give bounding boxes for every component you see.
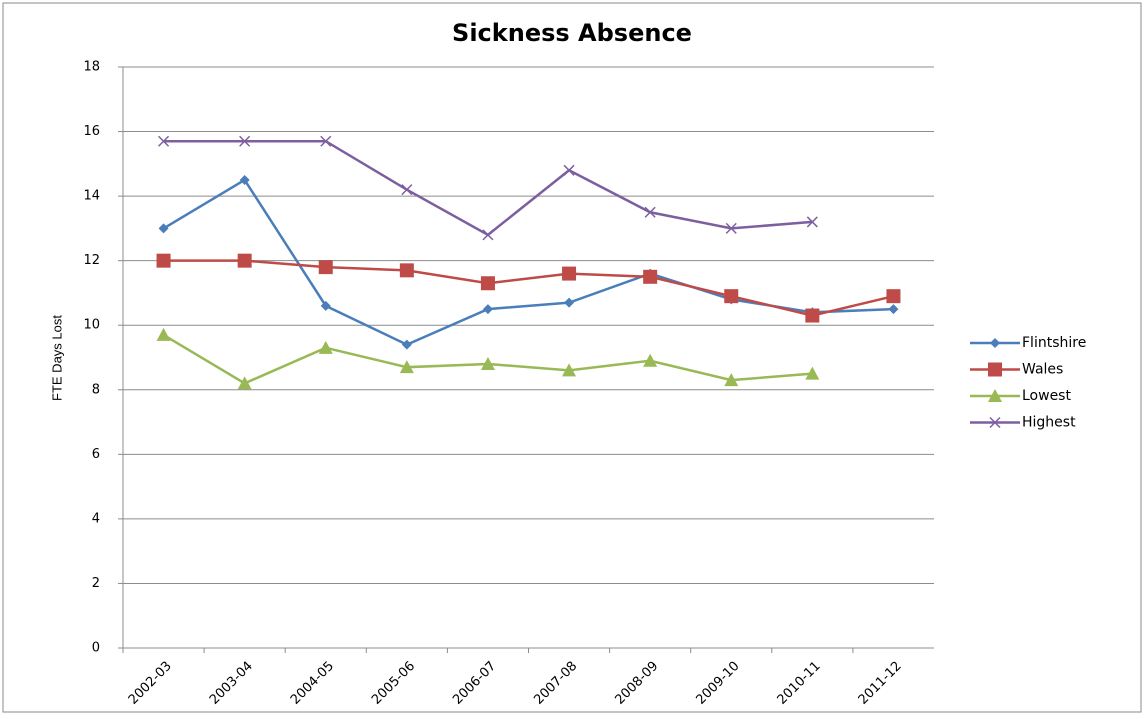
y-tick-label: 18 <box>83 60 100 75</box>
legend-label: Flintshire <box>1022 335 1086 351</box>
data-point <box>805 366 820 380</box>
y-tick-label: 4 <box>92 511 100 526</box>
data-point <box>480 356 495 370</box>
y-tick-label: 10 <box>83 318 100 333</box>
data-point <box>644 206 656 218</box>
data-point <box>239 174 250 185</box>
y-tick-label: 14 <box>83 189 100 204</box>
data-point <box>237 376 252 390</box>
y-tick-label: 2 <box>92 576 100 591</box>
data-point <box>156 327 171 341</box>
data-point <box>158 135 170 147</box>
data-point <box>562 363 577 377</box>
data-point <box>564 297 575 308</box>
y-tick-label: 12 <box>83 253 100 268</box>
data-point <box>563 164 575 176</box>
data-point <box>643 353 658 367</box>
data-point <box>237 253 252 268</box>
data-point <box>725 222 737 234</box>
data-point <box>158 223 169 234</box>
data-point <box>482 304 493 315</box>
legend-marker <box>990 338 1000 348</box>
y-axis-label: FTE Days Lost <box>49 315 64 401</box>
data-point <box>480 276 495 291</box>
data-point <box>318 260 333 275</box>
chart-title: Sickness Absence <box>452 19 692 47</box>
series-line <box>163 259 894 317</box>
data-point <box>888 304 899 315</box>
data-point <box>401 184 413 196</box>
data-point <box>399 360 414 374</box>
data-point <box>643 269 658 284</box>
legend-label: Wales <box>1022 362 1063 378</box>
legend-label: Lowest <box>1022 388 1071 404</box>
data-point <box>724 289 739 304</box>
data-point <box>806 216 818 228</box>
data-point <box>805 308 820 323</box>
legend-marker <box>988 389 1002 402</box>
data-point <box>399 263 414 278</box>
data-point <box>318 340 333 354</box>
legend-marker <box>989 416 1001 429</box>
data-point <box>320 135 332 147</box>
data-point <box>401 339 412 350</box>
data-point <box>482 229 494 241</box>
data-point <box>886 289 901 304</box>
legend-marker <box>988 362 1002 377</box>
legend-label: Highest <box>1022 415 1076 431</box>
data-point <box>239 135 251 147</box>
data-point <box>156 253 171 268</box>
y-tick-label: 16 <box>83 124 100 139</box>
y-tick-label: 0 <box>92 641 100 656</box>
data-point <box>562 266 577 281</box>
y-tick-label: 6 <box>92 447 100 462</box>
data-point <box>320 300 331 311</box>
data-point <box>724 373 739 387</box>
y-tick-label: 8 <box>92 382 100 397</box>
